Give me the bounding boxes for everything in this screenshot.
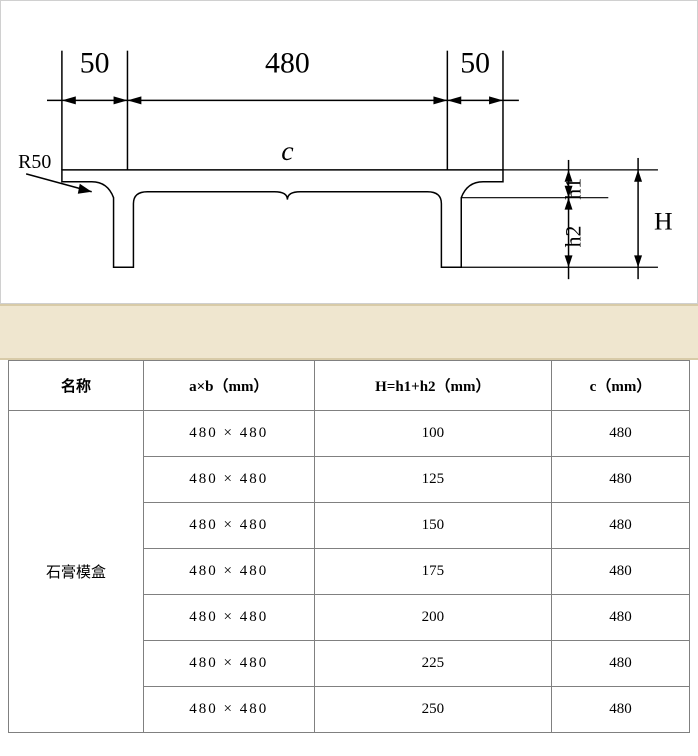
cell-H: 200 [314, 595, 551, 641]
cell-axb: 480 × 480 [143, 549, 314, 595]
col-c: c（mm） [552, 361, 690, 411]
cell-H: 175 [314, 549, 551, 595]
table-row: 石膏模盒 480 × 480 100 480 [9, 411, 690, 457]
section-diagram: 50 480 50 c R50 h1 h2 H [0, 0, 698, 304]
col-name: 名称 [9, 361, 144, 411]
cell-axb: 480 × 480 [143, 687, 314, 733]
dim-50-left: 50 [80, 47, 110, 80]
dim-50-right: 50 [460, 47, 490, 80]
dim-H: H [654, 206, 673, 235]
separator-band [0, 304, 698, 360]
cell-c: 480 [552, 687, 690, 733]
dim-c-label: c [281, 136, 294, 167]
cell-c: 480 [552, 641, 690, 687]
table-header-row: 名称 a×b（mm） H=h1+h2（mm） c（mm） [9, 361, 690, 411]
col-H: H=h1+h2（mm） [314, 361, 551, 411]
cell-axb: 480 × 480 [143, 595, 314, 641]
cell-c: 480 [552, 595, 690, 641]
cell-c: 480 [552, 457, 690, 503]
cell-H: 100 [314, 411, 551, 457]
group-label: 石膏模盒 [9, 411, 144, 733]
dim-h1: h1 [561, 178, 585, 200]
cell-axb: 480 × 480 [143, 641, 314, 687]
dim-h2: h2 [561, 226, 585, 248]
col-axb: a×b（mm） [143, 361, 314, 411]
cell-c: 480 [552, 411, 690, 457]
cell-axb: 480 × 480 [143, 457, 314, 503]
cell-H: 125 [314, 457, 551, 503]
cell-H: 250 [314, 687, 551, 733]
spec-table: 名称 a×b（mm） H=h1+h2（mm） c（mm） 石膏模盒 480 × … [8, 360, 690, 733]
spec-table-wrap: 名称 a×b（mm） H=h1+h2（mm） c（mm） 石膏模盒 480 × … [0, 360, 698, 733]
cell-c: 480 [552, 503, 690, 549]
cell-axb: 480 × 480 [143, 503, 314, 549]
dim-480: 480 [265, 47, 310, 80]
section-outline [62, 170, 503, 267]
cell-c: 480 [552, 549, 690, 595]
cell-axb: 480 × 480 [143, 411, 314, 457]
cell-H: 225 [314, 641, 551, 687]
dim-r50: R50 [18, 151, 51, 173]
cell-H: 150 [314, 503, 551, 549]
section-svg: 50 480 50 c R50 h1 h2 H [1, 1, 697, 303]
